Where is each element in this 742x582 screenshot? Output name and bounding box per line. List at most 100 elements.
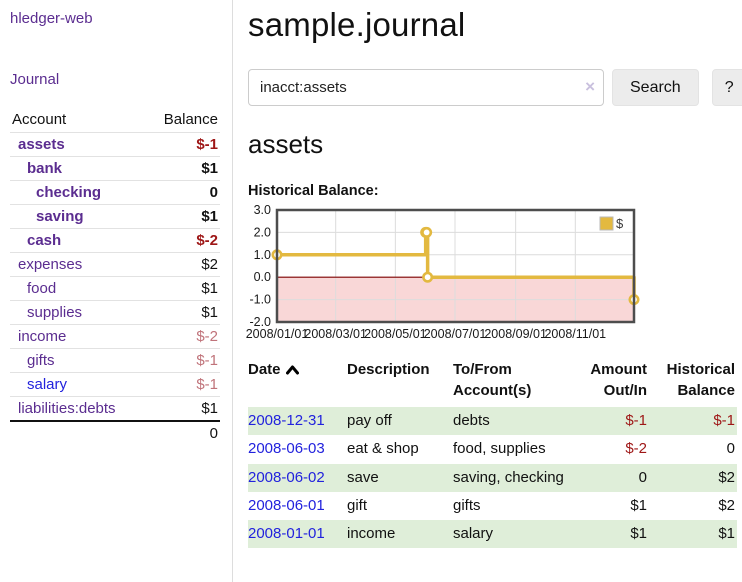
sidebar-account-link[interactable]: income [18, 328, 67, 345]
transaction-balance: $2 [718, 496, 735, 514]
account-balance: $2 [145, 252, 220, 277]
account-row: assets $-1 [10, 132, 220, 157]
transaction-balance: $1 [649, 520, 737, 549]
svg-text:3.0: 3.0 [254, 203, 271, 217]
account-balance: $-1 [145, 132, 220, 157]
transaction-date-link[interactable]: 2008-12-31 [248, 412, 325, 429]
account-row: expenses $2 [10, 252, 220, 277]
account-heading: assets [248, 129, 324, 159]
account-total-row: 0 [10, 420, 220, 445]
sidebar-account-link[interactable]: saving [36, 208, 84, 225]
sidebar: hledger-web Journal Account Balance asse… [0, 0, 233, 582]
clear-search-icon[interactable]: × [585, 77, 595, 96]
sidebar-account-link[interactable]: gifts [27, 352, 55, 369]
transaction-date-link[interactable]: 2008-06-03 [248, 440, 325, 458]
transaction-balance: $2 [649, 463, 737, 492]
transaction-accounts: debts [453, 407, 579, 436]
register-row: 2008-06-03 eat & shop food, supplies $-2 0 [248, 435, 737, 463]
sidebar-account-link[interactable]: expenses [18, 256, 83, 273]
chart-title: Historical Balance: [248, 183, 379, 199]
account-balance: 0 [145, 180, 220, 205]
account-balance: $1 [145, 396, 220, 421]
transaction-accounts: salary [453, 520, 579, 549]
sidebar-account-link[interactable]: salary [27, 376, 68, 393]
search-form: × Search ? [248, 69, 742, 106]
sidebar-account-link[interactable]: assets [18, 136, 65, 153]
account-row: gifts $-1 [10, 348, 220, 373]
transaction-balance: $-1 [649, 407, 737, 436]
svg-text:2.0: 2.0 [254, 225, 271, 239]
account-row: income $-2 [10, 324, 220, 349]
account-balance-table: Account Balance assets $-1 bank $1 checking 0… [10, 108, 220, 445]
account-balance: $-2 [145, 324, 220, 349]
svg-text:-2.0: -2.0 [249, 315, 271, 329]
balance-column-header-main: Historical Balance [666, 361, 735, 399]
svg-text:2008/09/01: 2008/09/01 [484, 327, 547, 341]
account-row: checking 0 [10, 180, 220, 205]
sort-ascending-icon [285, 360, 299, 381]
svg-text:2008/05/01: 2008/05/01 [364, 327, 427, 341]
account-row: saving $1 [10, 204, 220, 229]
transaction-description: save [347, 463, 453, 492]
svg-text:1.0: 1.0 [254, 248, 271, 262]
sidebar-account-link[interactable]: food [27, 280, 57, 297]
transaction-description: gift [347, 496, 368, 514]
svg-text:2008/11/01: 2008/11/01 [544, 327, 606, 341]
account-row: salary $-1 [10, 372, 220, 397]
nav-journal-link[interactable]: Journal [10, 71, 60, 88]
svg-text:0.0: 0.0 [254, 270, 271, 284]
account-balance: $1 [145, 300, 220, 325]
accounts-column-header: To/From Account(s) [453, 361, 532, 399]
total-spacer [10, 420, 146, 445]
transaction-balance: 0 [726, 440, 735, 458]
historical-balance-chart: $3.0 2.0 1.0 0.0 -1.0 -2.0 2008/01/01 2008/03/0… [246, 203, 742, 343]
app-title-link[interactable]: hledger-web [10, 10, 93, 27]
svg-text:2008/03/01: 2008/03/01 [304, 327, 367, 341]
account-table-header-row: Account Balance [10, 108, 220, 133]
account-balance: $-1 [145, 372, 220, 397]
register-row: 2008-01-01 income salary $1 $1 [248, 520, 737, 549]
transaction-date-link[interactable]: 2008-06-02 [248, 468, 325, 486]
main-content: sample.journal × Search ? assets Histori… [233, 0, 742, 582]
account-row: liabilities:debts $1 [10, 396, 220, 421]
svg-text:-1.0: -1.0 [249, 293, 271, 307]
svg-text:2008/01/01: 2008/01/01 [246, 327, 309, 341]
transaction-accounts: gifts [453, 496, 481, 514]
sidebar-account-link[interactable]: checking [36, 184, 102, 201]
chart-svg: $3.0 2.0 1.0 0.0 -1.0 -2.02008/01/012008/03/0… [246, 203, 640, 341]
transaction-accounts: food, supplies [453, 440, 546, 458]
sidebar-account-link[interactable]: liabilities:debts [18, 400, 116, 417]
amount-column-header: Amount Out/In [590, 361, 647, 399]
transaction-accounts: saving, checking [453, 463, 579, 492]
search-input-wrap: × [248, 69, 604, 106]
sidebar-account-link[interactable]: supplies [27, 304, 83, 321]
account-balance: $-1 [145, 348, 220, 373]
transaction-date-link[interactable]: 2008-06-01 [248, 496, 325, 514]
transaction-amount: $1 [630, 496, 647, 514]
transaction-description: income [347, 520, 453, 549]
search-input[interactable] [248, 69, 604, 106]
page-title: sample.journal [248, 6, 466, 43]
register-row: 2008-12-31 pay off debts $-1 $-1 [248, 407, 737, 436]
register-header-row: Date Description To/From Account(s) Amou… [248, 357, 737, 407]
account-row: food $1 [10, 276, 220, 301]
sidebar-account-link[interactable]: bank [27, 160, 63, 177]
help-button[interactable]: ? [711, 69, 742, 106]
account-column-header: Account [12, 111, 67, 128]
transaction-amount: 0 [579, 463, 649, 492]
total-balance: 0 [145, 420, 220, 445]
date-column-header[interactable]: Date [248, 357, 347, 407]
account-row: bank $1 [10, 156, 220, 181]
account-table-body: assets $-1 bank $1 checking 0 saving $1 cash $-2 e… [10, 132, 220, 421]
transaction-amount: $-1 [579, 407, 649, 436]
transaction-date-link[interactable]: 2008-01-01 [248, 525, 325, 542]
svg-text:$: $ [616, 216, 624, 231]
account-balance: $1 [145, 156, 220, 181]
search-button[interactable]: Search [612, 69, 699, 106]
register-row: 2008-06-02 save saving, checking 0 $2 [248, 463, 737, 492]
account-row: supplies $1 [10, 300, 220, 325]
account-balance: $1 [145, 276, 220, 301]
register-row: 2008-06-01 gift gifts $1 $2 [248, 492, 737, 520]
description-column-header: Description [347, 361, 430, 378]
sidebar-account-link[interactable]: cash [27, 232, 62, 249]
